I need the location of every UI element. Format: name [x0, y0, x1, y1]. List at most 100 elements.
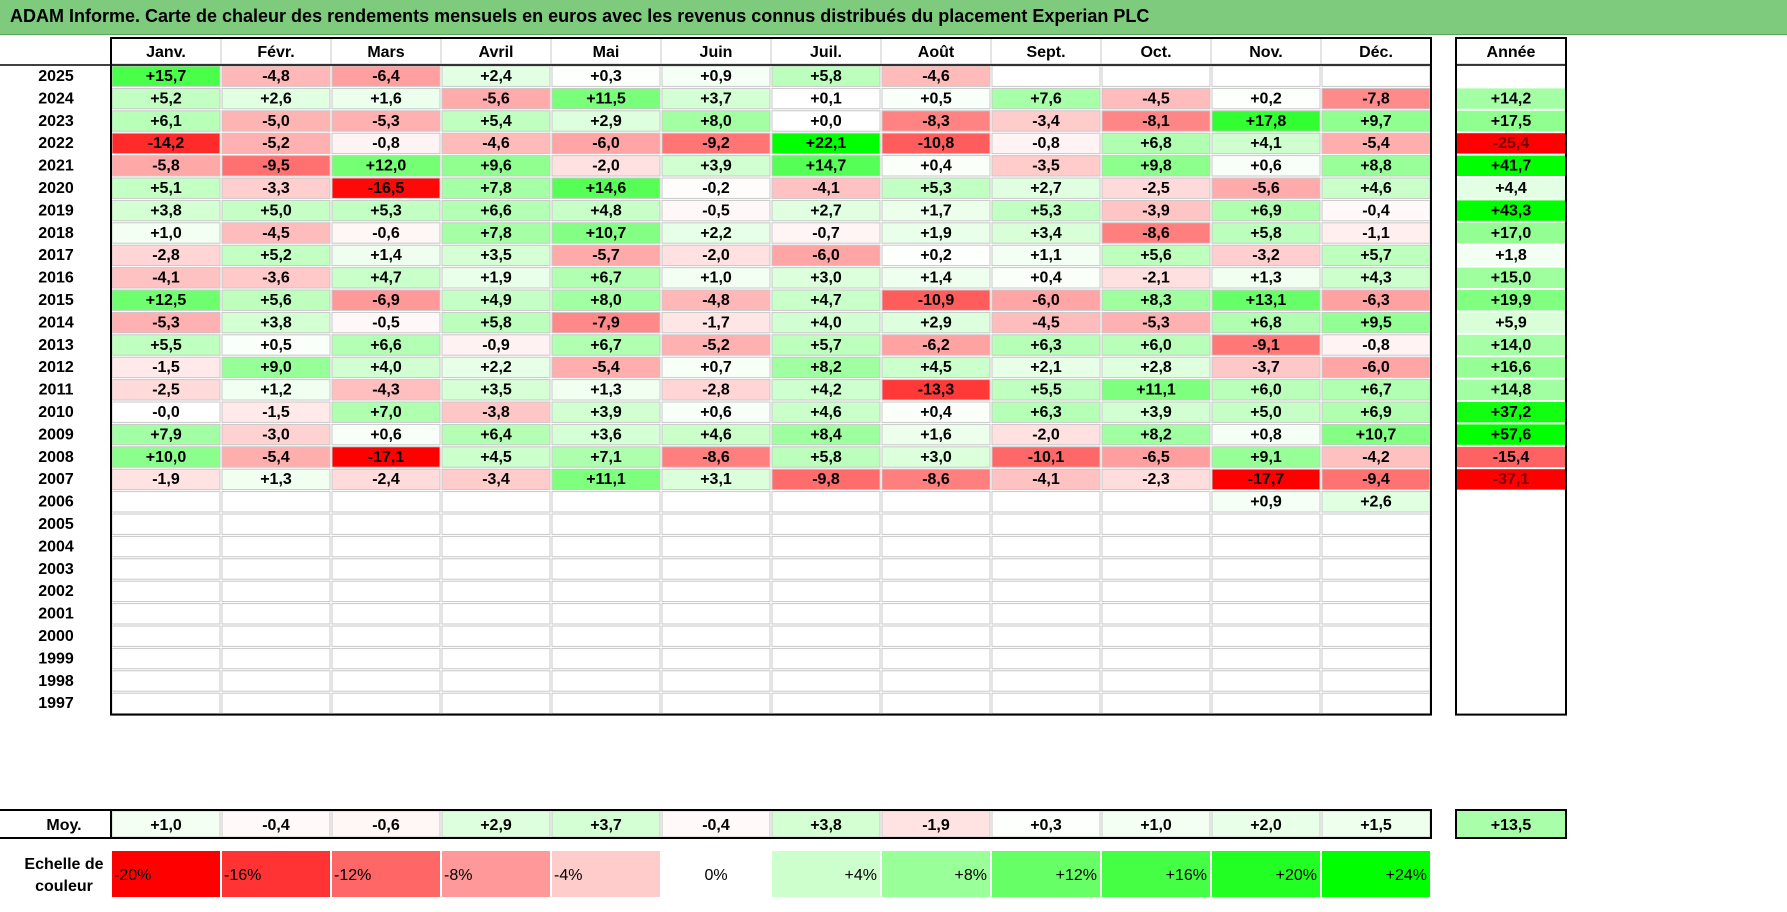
cell-value: +2,7	[810, 202, 842, 219]
cell-value: -5,3	[152, 314, 180, 331]
cell-value: +5,4	[480, 113, 512, 130]
annual-cell	[1457, 222, 1565, 244]
annual-value: -37,1	[1493, 471, 1530, 488]
heatmap-cell	[331, 155, 441, 177]
cell-value: +8,0	[700, 113, 732, 130]
cell-value: +0,5	[920, 90, 952, 107]
cell-value: +6,1	[150, 113, 182, 130]
cell-value: -10,8	[918, 135, 955, 152]
cell-value: +5,2	[150, 90, 182, 107]
cell-value: -1,7	[702, 314, 730, 331]
heatmap-cell	[221, 311, 331, 334]
cell-value: +4,2	[810, 382, 842, 399]
heatmap-cell	[991, 580, 1101, 603]
heatmap-cell	[661, 289, 771, 311]
heatmap-cell	[881, 603, 991, 625]
scale-label-value: +16%	[1166, 867, 1207, 884]
avg-cell	[111, 810, 221, 838]
year-label: 2005	[38, 516, 74, 533]
heatmap-cell	[441, 647, 551, 670]
cell-value: +3,7	[700, 90, 732, 107]
cell-value: +5,6	[260, 292, 292, 309]
cell-value: -6,0	[1362, 359, 1390, 376]
heatmap-cell	[1321, 513, 1431, 535]
heatmap-cell	[661, 692, 771, 715]
cell-value: +9,5	[1360, 314, 1392, 331]
heatmap-cell	[881, 65, 991, 87]
heatmap-cell	[441, 468, 551, 491]
heatmap-cell	[661, 267, 771, 289]
annual-value: +17,0	[1491, 225, 1532, 242]
cell-value: +7,9	[150, 426, 182, 443]
heatmap-cell	[221, 580, 331, 603]
cell-value: +6,0	[1250, 382, 1282, 399]
year-label: 1999	[38, 650, 74, 667]
year-label: 2021	[38, 158, 74, 175]
cell-value: +3,0	[920, 449, 952, 466]
heatmap-cell	[771, 222, 881, 244]
cell-value: -3,0	[262, 426, 290, 443]
cell-value: +5,8	[480, 314, 512, 331]
heatmap-cell	[991, 647, 1101, 670]
cell-value: -4,1	[152, 270, 180, 287]
scale-label-value: -8%	[444, 867, 472, 884]
avg-value: +1,5	[1360, 817, 1392, 834]
cell-value: -0,5	[702, 202, 730, 219]
heatmap-cell	[881, 468, 991, 491]
heatmap-cell	[1211, 446, 1321, 468]
cell-value: +7,1	[590, 449, 622, 466]
annual-value: +5,9	[1495, 314, 1527, 331]
heatmap-cell	[881, 625, 991, 647]
heatmap-cell	[991, 491, 1101, 513]
heatmap-cell	[661, 222, 771, 244]
cell-value: +1,3	[590, 382, 622, 399]
avg-value: -0,6	[372, 817, 400, 834]
heatmap-cell	[111, 491, 221, 513]
cell-value: -5,0	[262, 113, 290, 130]
heatmap-cell	[1211, 289, 1321, 311]
cell-value: +1,7	[920, 202, 952, 219]
cell-value: +6,6	[370, 337, 402, 354]
heatmap-cell	[661, 513, 771, 535]
cell-value: +6,8	[1140, 135, 1172, 152]
heatmap-cell	[331, 468, 441, 491]
heatmap-cell	[1211, 65, 1321, 87]
cell-value: +14,7	[806, 158, 847, 175]
heatmap-cell	[881, 535, 991, 558]
heatmap-cell	[881, 647, 991, 670]
heatmap-cell	[111, 625, 221, 647]
cell-value: +2,9	[590, 113, 622, 130]
heatmap-cell	[221, 110, 331, 132]
cell-value: +0,0	[810, 113, 842, 130]
heatmap-cell	[551, 222, 661, 244]
heatmap-cell	[771, 110, 881, 132]
heatmap-cell	[881, 670, 991, 692]
cell-value: +1,6	[370, 90, 402, 107]
heatmap-cell	[1101, 401, 1211, 423]
annual-value: +1,8	[1495, 247, 1527, 264]
annual-cell	[1457, 178, 1565, 199]
avg-value: +1,0	[1140, 817, 1172, 834]
avg-value: -1,9	[922, 817, 950, 834]
heatmap-cell	[771, 177, 881, 199]
year-label: 2016	[38, 270, 74, 287]
heatmap-cell	[441, 334, 551, 356]
scale-label-value: 0%	[704, 867, 727, 884]
heatmap-cell	[441, 491, 551, 513]
heatmap-cell	[1101, 222, 1211, 244]
cell-value: +4,5	[920, 359, 952, 376]
cell-value: +4,3	[1360, 270, 1392, 287]
scale-swatch	[772, 851, 880, 897]
heatmap-cell	[111, 670, 221, 692]
heatmap-cell	[1321, 625, 1431, 647]
avg-value: -0,4	[702, 817, 730, 834]
scale-label-value: +12%	[1056, 867, 1097, 884]
cell-value: +2,1	[1030, 359, 1062, 376]
cell-value: -0,8	[372, 135, 400, 152]
heatmap-cell	[221, 625, 331, 647]
heatmap-cell	[771, 468, 881, 491]
heatmap-cell	[991, 423, 1101, 446]
cell-value: +5,5	[1030, 382, 1062, 399]
avg-value: +2,9	[480, 817, 512, 834]
cell-value: +8,0	[590, 292, 622, 309]
